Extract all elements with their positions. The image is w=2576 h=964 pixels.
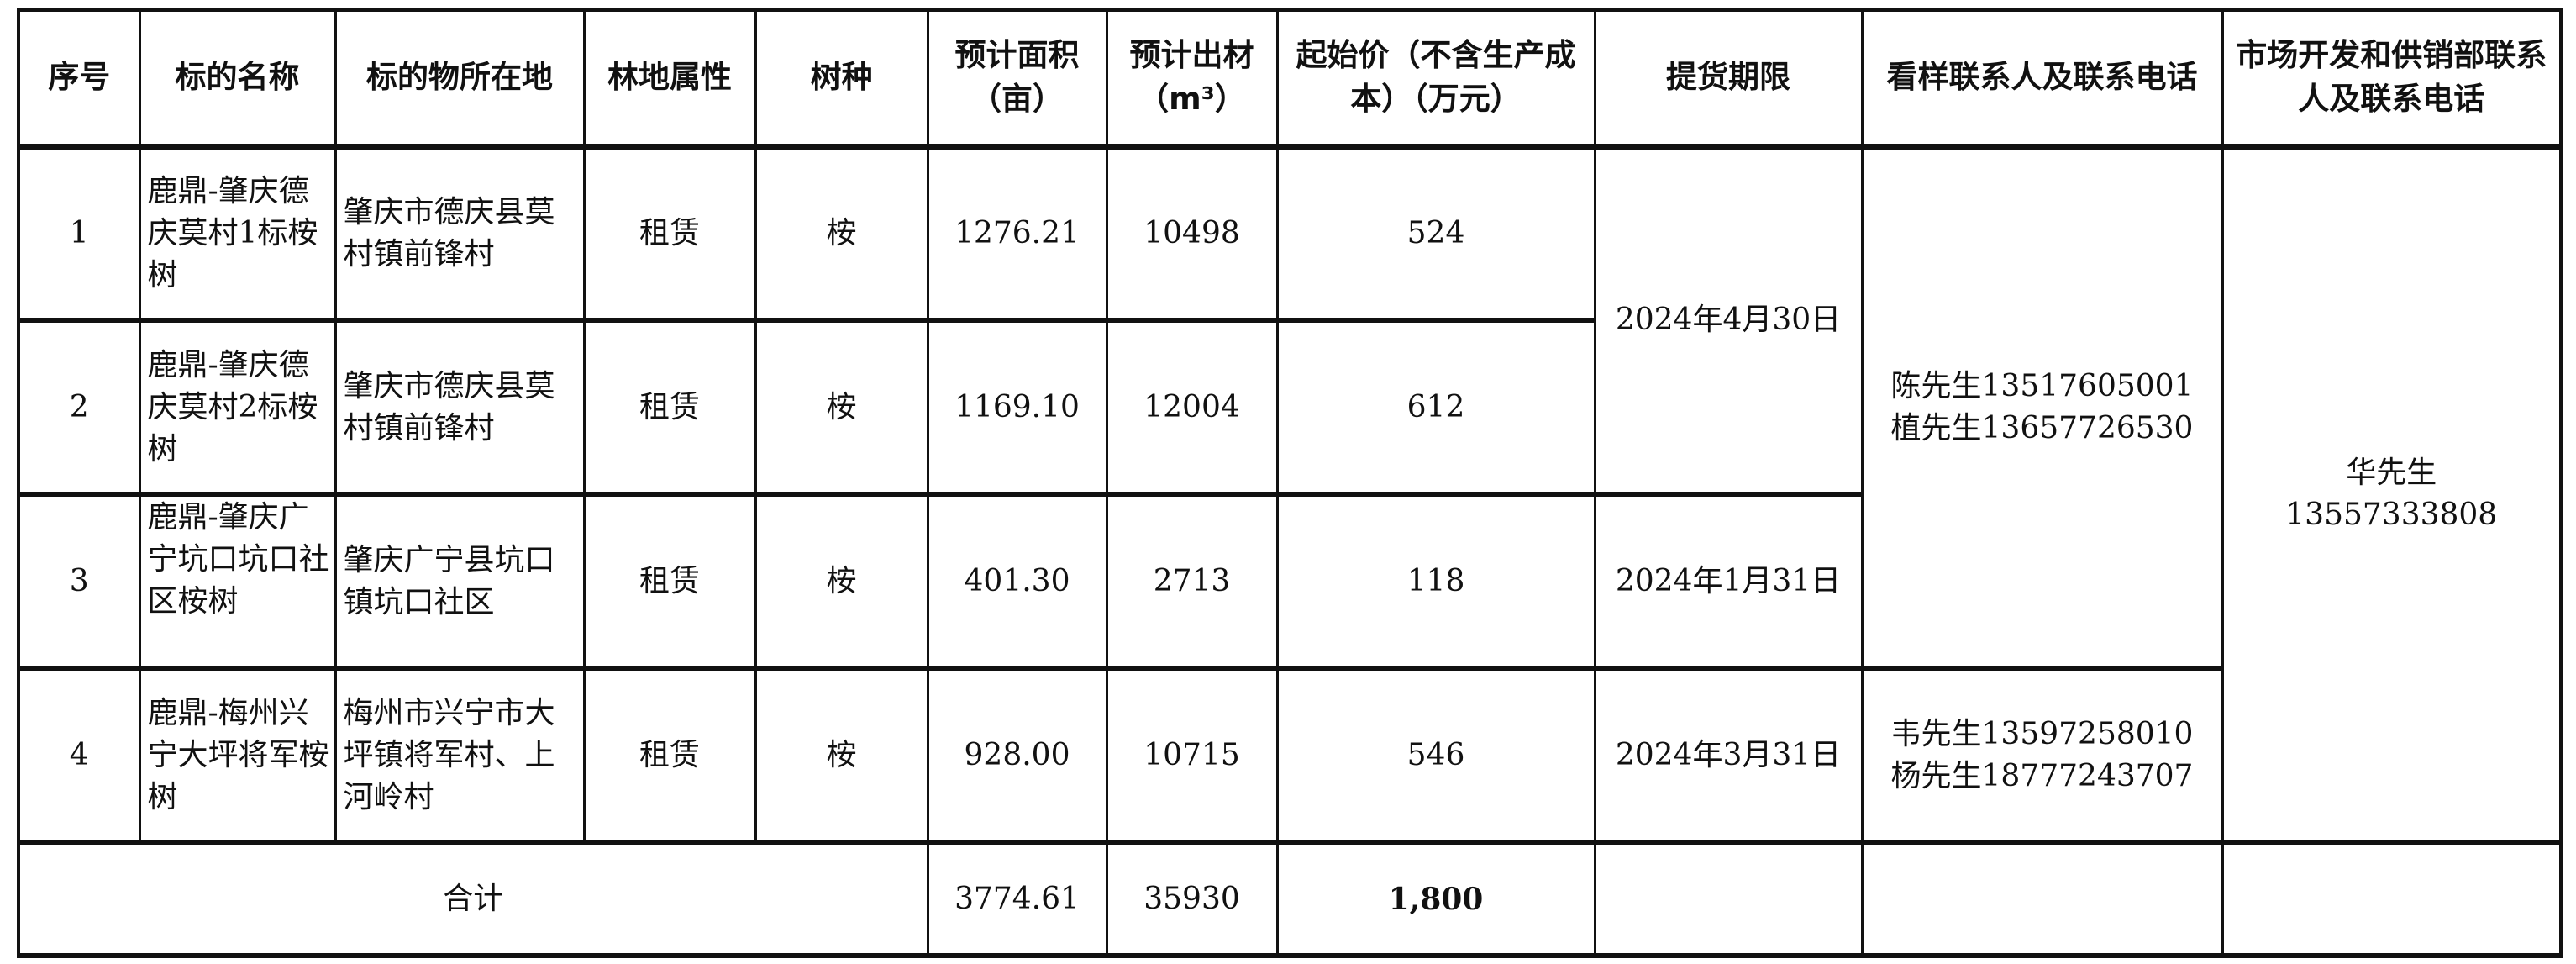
total-volume: 35930 [1105,840,1279,958]
contact-line: 陈先生13517605001 [1890,368,2194,403]
table-row: 3 鹿鼎-肇庆广宁坑口坑口社区桉树 肇庆广宁县坑口镇坑口社区 租赁 桉 401.… [17,493,2561,671]
cell-area: 928.00 [926,666,1108,845]
total-area: 3774.61 [926,840,1108,958]
auction-lot-table: 序号 标的名称 标的物所在地 林地属性 树种 预计面积（亩） 预计出材（m³） … [17,8,2563,958]
total-empty-deadline [1593,840,1864,958]
cell-volume: 10715 [1105,666,1279,845]
total-price: 1,800 [1275,840,1596,958]
market-contact-phone: 13557333808 [2285,498,2498,533]
header-species: 树种 [754,8,929,150]
contact-line: 韦先生13597258010 [1890,716,2194,751]
cell-deadline: 2024年4月30日 [1593,145,1864,497]
cell-name-text: 鹿鼎-肇庆广宁坑口坑口社区桉树 [147,500,329,619]
cell-location: 肇庆市德庆县莫村镇前锋村 [334,319,586,497]
cell-deadline: 2024年1月31日 [1593,493,1864,671]
cell-species: 桉 [754,666,929,845]
cell-price: 546 [1275,666,1596,845]
header-viewing-contact: 看样联系人及联系电话 [1860,8,2224,150]
header-seq: 序号 [17,8,141,150]
cell-seq: 2 [17,319,141,497]
cell-seq: 4 [17,666,141,845]
contact-line: 杨先生18777243707 [1890,758,2194,793]
header-deadline: 提货期限 [1593,8,1864,150]
cell-area: 1169.10 [926,319,1108,497]
header-location: 标的物所在地 [334,8,586,150]
cell-price: 612 [1275,319,1596,497]
cell-location: 梅州市兴宁市大坪镇将军村、上河岭村 [334,666,586,845]
market-contact-name: 华先生 [2346,456,2437,491]
cell-price: 118 [1275,493,1596,671]
cell-land-type: 租赁 [582,493,757,671]
cell-species: 桉 [754,145,929,323]
cell-name-text: 鹿鼎-梅州兴宁大坪将军桉树 [147,695,329,814]
cell-market-contact: 华先生 13557333808 [2221,145,2563,845]
total-empty-market-contact [2221,840,2563,958]
cell-name: 鹿鼎-梅州兴宁大坪将军桉树 [138,666,337,845]
header-area: 预计面积（亩） [926,8,1108,150]
cell-volume: 12004 [1105,319,1279,497]
cell-viewing-contact: 韦先生13597258010 杨先生18777243707 [1860,666,2224,845]
header-volume: 预计出材（m³） [1105,8,1279,150]
cell-land-type: 租赁 [582,666,757,845]
cell-viewing-contact: 陈先生13517605001 植先生13657726530 [1860,145,2224,671]
cell-volume: 10498 [1105,145,1279,323]
total-empty-viewing-contact [1860,840,2224,958]
cell-species: 桉 [754,319,929,497]
cell-name-text: 鹿鼎-肇庆德庆莫村1标桉树 [147,173,318,292]
cell-area: 401.30 [926,493,1108,671]
total-row: 合计 3774.61 35930 1,800 [17,840,2563,958]
header-name: 标的名称 [138,8,337,150]
cell-seq: 1 [17,145,141,323]
table-row: 1 鹿鼎-肇庆德庆莫村1标桉树 肇庆市德庆县莫村镇前锋村 租赁 桉 1276.2… [17,145,2563,845]
cell-location: 肇庆市德庆县莫村镇前锋村 [334,145,586,323]
cell-location: 肇庆广宁县坑口镇坑口社区 [334,493,586,671]
cell-name: 鹿鼎-肇庆广宁坑口坑口社区桉树 [138,493,337,671]
header-land-type: 林地属性 [582,8,757,150]
table-row: 4 鹿鼎-梅州兴宁大坪将军桉树 梅州市兴宁市大坪镇将军村、上河岭村 租赁 桉 9… [17,666,2561,845]
cell-seq: 3 [17,493,141,671]
cell-land-type: 租赁 [582,145,757,323]
total-label: 合计 [17,840,929,958]
header-price: 起始价（不含生产成本）（万元） [1275,8,1596,150]
header-row: 序号 标的名称 标的物所在地 林地属性 树种 预计面积（亩） 预计出材（m³） … [17,8,2563,150]
cell-land-type: 租赁 [582,319,757,497]
cell-area: 1276.21 [926,145,1108,323]
cell-species: 桉 [754,493,929,671]
contact-line: 植先生13657726530 [1890,410,2194,445]
cell-name: 鹿鼎-肇庆德庆莫村1标桉树 [138,145,337,323]
cell-name-text: 鹿鼎-肇庆德庆莫村2标桉树 [147,347,318,466]
cell-volume: 2713 [1105,493,1279,671]
cell-price: 524 [1275,145,1596,323]
header-market-contact: 市场开发和供销部联系人及联系电话 [2221,8,2563,150]
cell-deadline: 2024年3月31日 [1593,666,1864,845]
table-row: 2 鹿鼎-肇庆德庆莫村2标桉树 肇庆市德庆县莫村镇前锋村 租赁 桉 1169.1… [17,319,2561,497]
cell-name: 鹿鼎-肇庆德庆莫村2标桉树 [138,319,337,497]
